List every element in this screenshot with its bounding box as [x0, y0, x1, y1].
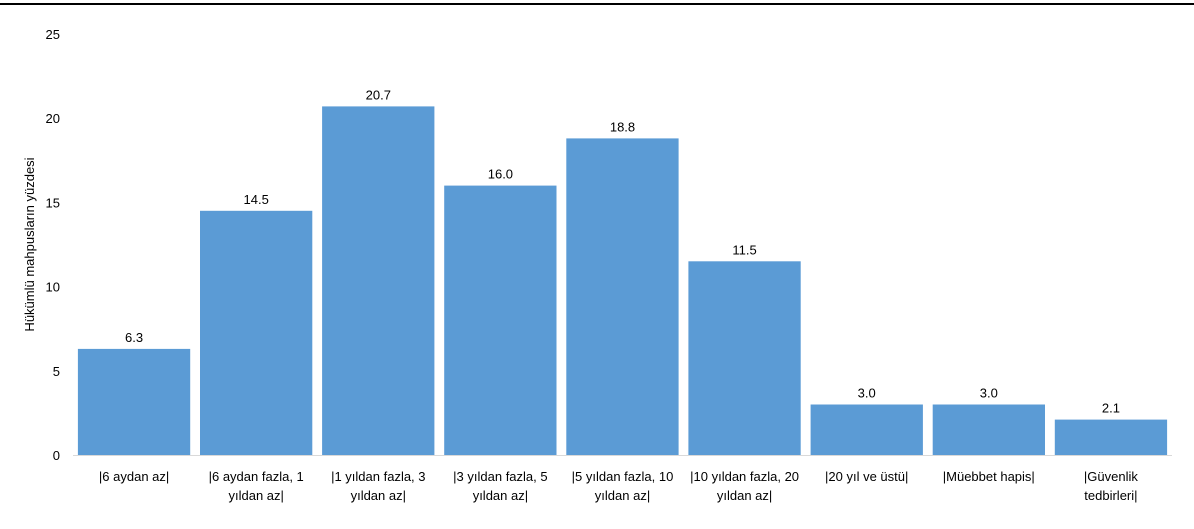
x-tick-label: |Müebbet hapis| [943, 469, 1035, 484]
data-label: 20.7 [366, 87, 391, 102]
bar [810, 404, 923, 455]
data-label: 18.8 [610, 119, 635, 134]
y-axis-title: Hükümlü mahpusların yüzdesi [22, 157, 37, 331]
data-label: 2.1 [1102, 401, 1120, 416]
bar [444, 185, 557, 455]
data-label: 11.5 [732, 242, 756, 257]
x-tick-label: yıldan az| [595, 488, 650, 503]
bar [566, 138, 679, 455]
data-label: 3.0 [980, 386, 998, 401]
bar [1054, 419, 1168, 455]
bar [688, 261, 801, 455]
bar [200, 210, 313, 455]
y-tick-label: 10 [46, 280, 60, 295]
x-tick-label: |10 yıldan fazla, 20 [690, 469, 799, 484]
x-tick-label: |3 yıldan fazla, 5 [453, 469, 547, 484]
data-label: 14.5 [244, 192, 269, 207]
x-tick-label: |6 aydan fazla, 1 [209, 469, 304, 484]
y-tick-labels: 0 5 10 15 20 25 [46, 27, 60, 463]
x-tick-label: |5 yıldan fazla, 10 [572, 469, 674, 484]
data-label: 3.0 [858, 386, 876, 401]
x-tick-label: yıldan az| [351, 488, 406, 503]
bar [77, 348, 191, 455]
x-tick-label: |1 yıldan fazla, 3 [331, 469, 425, 484]
x-tick-label: |6 aydan az| [99, 469, 169, 484]
y-tick-label: 20 [46, 111, 60, 126]
data-label: 6.3 [125, 330, 143, 345]
x-tick-label: yıldan az| [228, 488, 283, 503]
x-tick-label: yıldan az| [473, 488, 528, 503]
bars [77, 106, 1168, 456]
data-label: 16.0 [488, 167, 513, 182]
x-tick-label: tedbirleri| [1084, 488, 1137, 503]
x-tick-label: yıldan az| [717, 488, 772, 503]
y-tick-label: 0 [53, 448, 60, 463]
y-tick-label: 15 [46, 195, 60, 210]
data-labels: 6.3 14.5 20.7 16.0 18.8 11.5 3.0 3.0 2.1 [125, 87, 1120, 415]
bar [322, 106, 435, 456]
y-tick-label: 25 [46, 27, 60, 42]
x-tick-label: |20 yıl ve üstü| [825, 469, 908, 484]
category-labels: |6 aydan az| |6 aydan fazla, 1 yıldan az| |… [99, 469, 1138, 503]
x-tick-label: |Güvenlik [1084, 469, 1138, 484]
y-tick-label: 5 [53, 364, 60, 379]
bar [932, 404, 1045, 455]
top-rule [0, 3, 1194, 5]
